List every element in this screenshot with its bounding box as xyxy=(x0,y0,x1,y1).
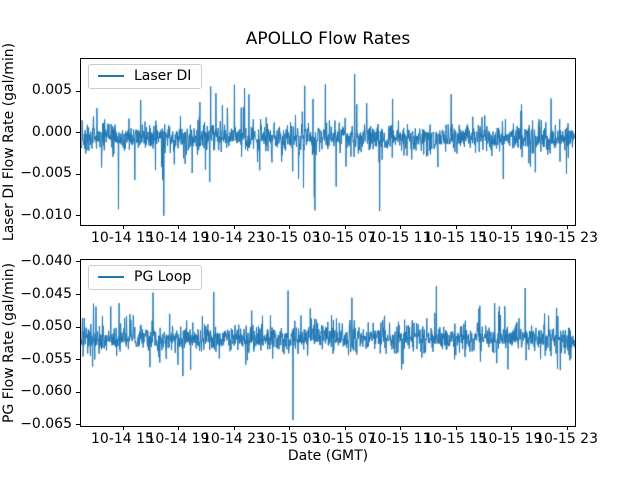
x-tick-mark xyxy=(511,225,513,229)
y-tick-mark xyxy=(76,215,80,217)
y-tick-label: 0.000 xyxy=(31,123,72,140)
figure-title: APOLLO Flow Rates xyxy=(245,29,411,49)
x-tick-mark xyxy=(344,426,346,430)
x-tick-label: 10-14 23 xyxy=(202,230,265,246)
y-tick-label: 0.005 xyxy=(31,82,72,99)
x-tick-mark xyxy=(122,225,124,229)
y-tick-mark xyxy=(76,132,80,134)
x-tick-label: 10-15 15 xyxy=(424,230,487,246)
y-tick-label: −0.010 xyxy=(20,206,72,223)
x-tick-label: 10-15 03 xyxy=(257,230,321,246)
x-tick-label: 10-15 03 xyxy=(257,431,321,447)
y-tick-mark xyxy=(76,326,80,328)
pg-loop-subplot: PG Loop xyxy=(80,259,576,427)
x-tick-label: 10-15 11 xyxy=(368,431,432,447)
x-tick-label: 10-15 19 xyxy=(479,230,543,246)
y-tick-label: −0.055 xyxy=(20,350,72,367)
x-tick-mark xyxy=(511,426,513,430)
x-tick-label: 10-14 15 xyxy=(91,230,154,246)
x-tick-mark xyxy=(400,225,402,229)
x-tick-label: 10-15 19 xyxy=(479,431,543,447)
x-tick-mark xyxy=(289,426,290,430)
x-tick-label: 10-14 19 xyxy=(146,431,210,447)
x-tick-label: 10-15 23 xyxy=(535,431,598,447)
y-tick-mark xyxy=(76,90,80,92)
y-tick-mark xyxy=(76,424,80,426)
x-tick-label: 10-15 07 xyxy=(313,431,376,447)
x-tick-mark xyxy=(455,426,457,430)
laser-di-subplot: Laser DI xyxy=(80,58,576,226)
y-tick-mark xyxy=(76,261,80,263)
x-tick-label: 10-15 07 xyxy=(313,230,376,246)
x-tick-mark xyxy=(122,426,124,430)
x-tick-label: 10-15 11 xyxy=(368,230,432,246)
y-tick-label: −0.040 xyxy=(20,252,72,269)
pg-loop-legend-label: PG Loop xyxy=(134,269,192,285)
x-tick-mark xyxy=(233,426,235,430)
x-tick-mark xyxy=(233,225,235,229)
y-tick-label: −0.045 xyxy=(20,285,72,302)
y-tick-label: −0.060 xyxy=(20,383,72,400)
pg-loop-legend: PG Loop xyxy=(88,265,203,290)
y-tick-mark xyxy=(76,359,80,361)
y-tick-mark xyxy=(76,294,80,295)
x-tick-label: 10-15 23 xyxy=(535,230,598,246)
y-tick-label: −0.005 xyxy=(20,165,72,182)
x-tick-mark xyxy=(344,225,346,229)
y-tick-mark xyxy=(76,173,80,175)
y-tick-label: −0.050 xyxy=(20,318,72,335)
legend-line-sample-icon xyxy=(98,276,124,278)
x-tick-mark xyxy=(178,426,179,430)
y-tick-mark xyxy=(76,391,80,393)
x-tick-mark xyxy=(289,225,290,229)
x-tick-label: 10-15 15 xyxy=(424,431,487,447)
x-tick-mark xyxy=(566,426,568,430)
laser-di-legend: Laser DI xyxy=(88,64,203,89)
x-tick-label: 10-14 19 xyxy=(146,230,210,246)
x-tick-label: 10-14 15 xyxy=(91,431,154,447)
x-tick-mark xyxy=(178,225,179,229)
x-axis-label: Date (GMT) xyxy=(287,448,369,464)
laser-di-legend-label: Laser DI xyxy=(134,68,192,84)
x-tick-label: 10-14 23 xyxy=(202,431,265,447)
legend-line-sample-icon xyxy=(98,75,124,77)
x-tick-mark xyxy=(400,426,402,430)
x-tick-mark xyxy=(566,225,568,229)
y-tick-label: −0.065 xyxy=(20,415,72,432)
x-tick-mark xyxy=(455,225,457,229)
